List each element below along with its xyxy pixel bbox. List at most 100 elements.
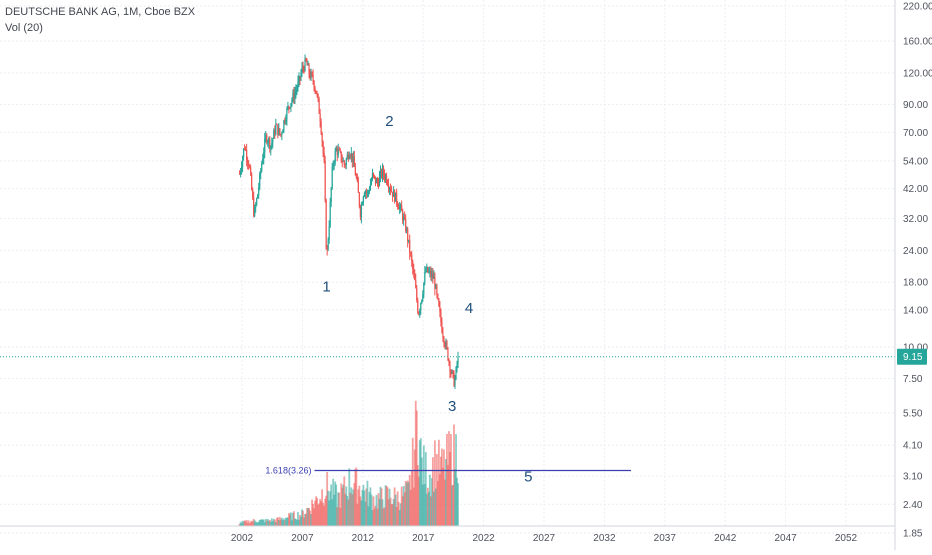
volume-bar [247, 520, 250, 526]
volume-bar [263, 522, 266, 526]
candle [336, 145, 338, 162]
volume-bar [401, 496, 404, 526]
volume-bar [266, 519, 269, 526]
volume-bar [443, 449, 445, 526]
symbol-legend[interactable]: DEUTSCHE BANK AG, 1M, Cboe BZX [5, 6, 196, 18]
candle [353, 150, 355, 167]
volume-bar [282, 518, 285, 526]
volume-bar [246, 522, 249, 526]
volume-bar [421, 484, 424, 526]
volume-bar [376, 508, 379, 526]
x-tick-label: 2032 [593, 533, 616, 544]
candle [397, 201, 399, 210]
candle [332, 160, 334, 171]
volume-bar [313, 508, 315, 526]
candle [253, 191, 255, 218]
candle [276, 123, 278, 126]
volume-bar [402, 486, 405, 526]
volume-bar [367, 506, 370, 526]
volume-bar [373, 508, 376, 526]
volume-bar [355, 467, 358, 526]
candle [420, 302, 422, 315]
candle [428, 267, 430, 274]
candle [288, 105, 290, 114]
candle [281, 131, 283, 141]
volume-bar [251, 521, 254, 526]
last-price-badge [897, 348, 927, 365]
volume-bar [397, 501, 400, 526]
volume-bar [335, 484, 338, 526]
volume-bar [388, 488, 391, 526]
volume-bar [378, 498, 381, 526]
candle [437, 293, 439, 301]
candle [376, 176, 379, 187]
volume-bar [451, 485, 453, 526]
volume-bar [448, 431, 450, 526]
wave-label[interactable]: 2 [385, 113, 393, 130]
candle [367, 189, 370, 198]
wave-label[interactable]: 1 [322, 279, 330, 296]
volume-bar [239, 521, 242, 526]
candle [396, 188, 398, 207]
candle [337, 143, 339, 158]
candle [271, 137, 273, 150]
volume-bar [390, 503, 393, 526]
y-tick-label: 24.00 [903, 246, 928, 257]
candle [448, 358, 450, 367]
candle [302, 61, 304, 73]
x-tick-label: 2047 [774, 533, 797, 544]
volume-bar [248, 523, 251, 526]
volume-bar [352, 489, 355, 526]
wave-label[interactable]: 5 [524, 469, 532, 486]
volume-bar [363, 490, 366, 526]
candle [254, 204, 256, 218]
candle [445, 338, 447, 350]
candle [393, 186, 395, 197]
candle [322, 140, 324, 157]
volume-bar [382, 508, 385, 526]
volume-bar [291, 520, 293, 526]
candle [274, 125, 276, 139]
volume-bar [317, 504, 320, 526]
candle [370, 177, 373, 186]
volume-legend[interactable]: Vol (20) [5, 22, 43, 34]
candle [395, 192, 397, 202]
volume-bar [394, 494, 397, 526]
candle [341, 154, 343, 168]
wave-label[interactable]: 3 [448, 398, 456, 415]
candle [294, 86, 296, 105]
volume-bar [312, 503, 314, 526]
volume-bar [321, 489, 324, 526]
candle [440, 308, 442, 327]
wave-label[interactable]: 4 [465, 300, 473, 317]
volume-bar [417, 476, 420, 526]
y-tick-label: 32.00 [903, 214, 928, 225]
volume-bar [386, 487, 389, 526]
candle [242, 155, 244, 173]
candle [432, 268, 434, 284]
candle [310, 68, 312, 81]
volume-bar [434, 488, 437, 526]
candle [409, 234, 411, 260]
volume-bar [276, 517, 279, 526]
y-tick-label: 2.40 [903, 500, 923, 511]
volume-bar [357, 489, 360, 526]
candle [384, 173, 387, 184]
volume-bar [415, 410, 418, 526]
candle [438, 297, 440, 308]
volume-bar [330, 484, 333, 526]
candle [351, 153, 353, 168]
y-tick-label: 4.10 [903, 441, 923, 452]
candle [368, 186, 371, 195]
candle [372, 172, 375, 179]
x-tick-label: 2017 [412, 533, 435, 544]
candle [365, 188, 368, 199]
volume-bar [420, 457, 423, 526]
volume-bar [299, 514, 301, 526]
candle [377, 177, 380, 189]
candle [316, 90, 318, 98]
volume-bar [348, 468, 351, 526]
candle [279, 128, 281, 136]
